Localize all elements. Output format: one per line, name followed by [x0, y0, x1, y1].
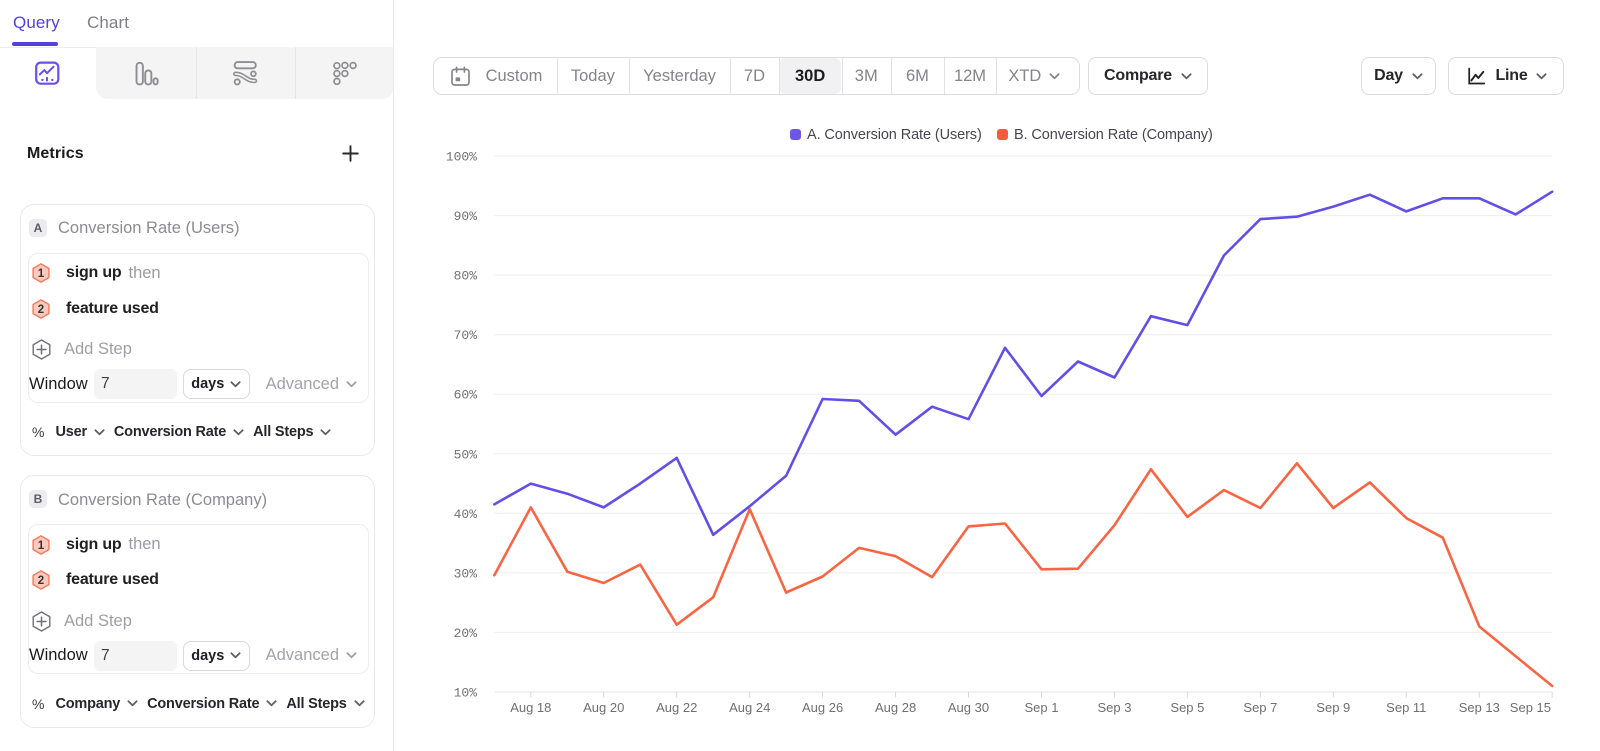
- svg-text:10%: 10%: [454, 686, 478, 701]
- svg-text:40%: 40%: [454, 507, 478, 522]
- svg-text:Sep 15: Sep 15: [1510, 700, 1551, 715]
- svg-text:Aug 26: Aug 26: [802, 700, 843, 715]
- svg-text:1: 1: [37, 268, 44, 280]
- svg-text:Sep 13: Sep 13: [1459, 700, 1500, 715]
- svg-text:100%: 100%: [446, 150, 477, 165]
- svg-text:90%: 90%: [454, 209, 478, 224]
- svg-text:Aug 24: Aug 24: [729, 700, 770, 715]
- svg-text:2: 2: [37, 575, 43, 587]
- svg-text:Sep 7: Sep 7: [1243, 700, 1277, 715]
- svg-text:Aug 20: Aug 20: [583, 700, 624, 715]
- svg-text:Aug 22: Aug 22: [656, 700, 697, 715]
- svg-text:Sep 5: Sep 5: [1170, 700, 1204, 715]
- svg-text:Aug 28: Aug 28: [875, 700, 916, 715]
- svg-text:60%: 60%: [454, 388, 478, 403]
- svg-text:Sep 3: Sep 3: [1098, 700, 1132, 715]
- svg-text:Aug 18: Aug 18: [510, 700, 551, 715]
- svg-text:80%: 80%: [454, 269, 478, 284]
- svg-text:1: 1: [37, 540, 44, 552]
- svg-text:Sep 11: Sep 11: [1386, 700, 1426, 715]
- svg-text:70%: 70%: [454, 328, 478, 343]
- svg-text:Sep 9: Sep 9: [1316, 700, 1350, 715]
- svg-text:50%: 50%: [454, 447, 478, 462]
- svg-text:2: 2: [37, 304, 43, 316]
- svg-text:Aug 30: Aug 30: [948, 700, 989, 715]
- svg-text:Sep 1: Sep 1: [1025, 700, 1059, 715]
- svg-text:30%: 30%: [454, 566, 478, 581]
- svg-text:20%: 20%: [454, 626, 478, 641]
